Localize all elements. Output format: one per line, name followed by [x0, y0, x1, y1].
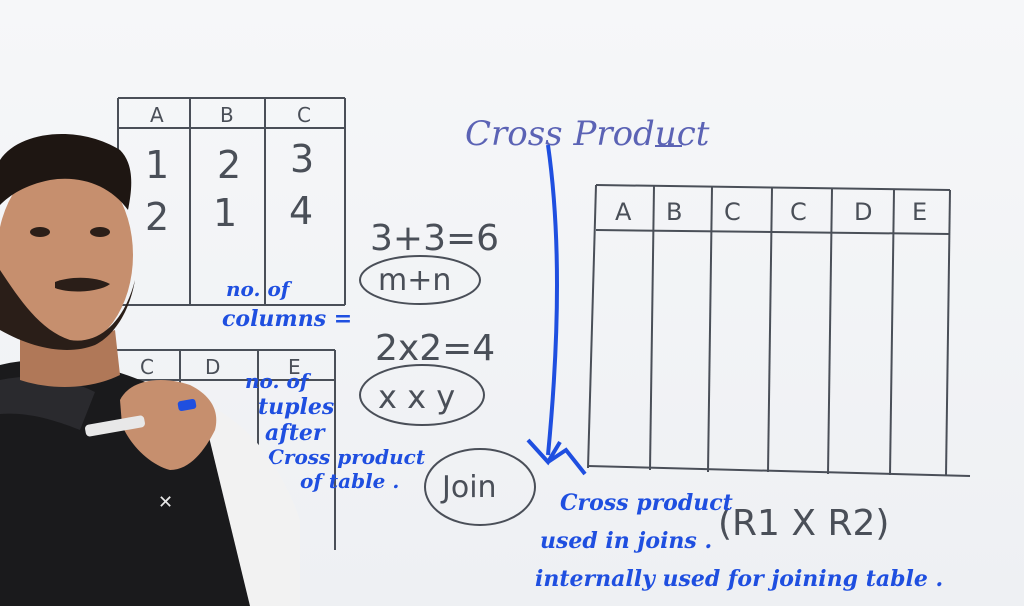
note-tuples-line2: tuples	[258, 394, 334, 420]
right-table-header: C	[724, 198, 741, 226]
left-table-header-c: C	[297, 103, 311, 127]
left-table-cell: 4	[289, 189, 313, 233]
lower-table-header-d: D	[205, 355, 220, 379]
left-table	[117, 97, 346, 306]
left-table-header-a: A	[150, 103, 164, 127]
note-bottom-line2: used in joins .	[540, 528, 712, 554]
right-table	[587, 184, 971, 477]
note-tuples-line5: of table .	[300, 469, 399, 493]
note-columns-line2: columns =	[222, 306, 352, 332]
left-table-cell: 2	[145, 195, 169, 239]
tuples-formula-circle	[359, 364, 485, 426]
columns-formula-circle	[359, 255, 481, 305]
arrow-line	[546, 144, 559, 456]
left-table-cell: 2	[217, 143, 241, 187]
join-label: Join	[440, 470, 497, 505]
left-table-cell: 1	[213, 191, 237, 235]
note-tuples-line1: no. of	[245, 369, 312, 393]
columns-formula: m+n	[378, 263, 451, 298]
right-table-header: B	[666, 198, 682, 226]
note-tuples-line3: after	[265, 420, 326, 446]
lower-table-header-e: E	[288, 355, 301, 379]
product-label: (R1 X R2)	[718, 503, 889, 544]
join-circle	[424, 448, 536, 526]
title-cross-product: Cross Product	[465, 114, 710, 154]
lower-table-header-c: C	[140, 355, 154, 379]
columns-equation: 3+3=6	[370, 218, 499, 259]
note-bottom-line3: internally used for joining table .	[535, 566, 943, 592]
left-table-header-b: B	[220, 103, 234, 127]
right-table-header: C	[790, 198, 807, 226]
presenter: ✕	[0, 133, 300, 606]
right-table-header: D	[854, 198, 872, 226]
tuples-formula: x x y	[378, 378, 455, 416]
note-bottom-line1: Cross product	[560, 490, 733, 516]
svg-text:✕: ✕	[158, 492, 173, 513]
left-table-cell: 3	[290, 137, 314, 181]
note-columns-line1: no. of	[226, 277, 293, 301]
right-table-header: E	[912, 198, 927, 226]
tuples-equation: 2x2=4	[375, 328, 495, 369]
right-table-header: A	[615, 198, 632, 226]
left-table-cell: 1	[145, 143, 169, 187]
arrow-up-head	[546, 447, 587, 476]
note-tuples-line4: Cross product	[268, 445, 426, 469]
